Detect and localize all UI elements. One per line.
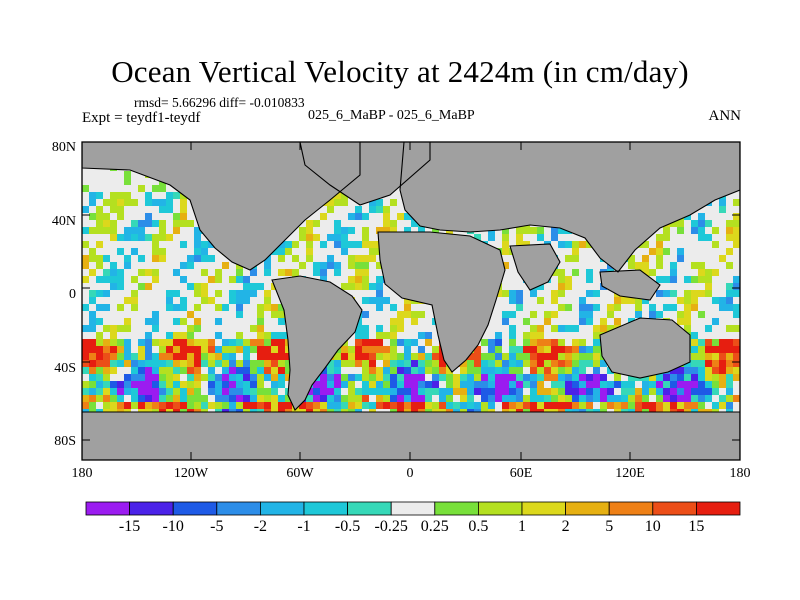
lon-label-180e: 180 [729, 466, 751, 481]
lat-label-40n: 40N [51, 214, 76, 229]
colorbar-swatch [259, 501, 305, 516]
lat-label-40s: 40S [54, 361, 76, 376]
plot-title: Ocean Vertical Velocity at 2424m (in cm/… [111, 54, 689, 89]
colorbar-swatch [521, 501, 566, 516]
colorbar-label: -15 [118, 518, 141, 535]
lat-label-80n: 80N [51, 140, 76, 155]
map-field [82, 142, 740, 460]
colorbar-swatch [216, 501, 261, 516]
land-mass [400, 142, 740, 272]
experiment-label: Expt = teydf1-teydf [82, 110, 201, 126]
lon-label-0: 0 [406, 466, 414, 481]
case-label: 025_6_MaBP - 025_6_MaBP [308, 108, 475, 123]
colorbar-label: 0.5 [468, 518, 489, 535]
land-mass [272, 276, 362, 410]
colorbar-label: -0.25 [374, 518, 408, 535]
lon-label-60e: 60E [509, 466, 533, 481]
lon-label-180w: 180 [71, 466, 93, 481]
colorbar-label: 5 [605, 518, 614, 535]
season-label: ANN [708, 108, 742, 124]
colorbar-label: -2 [253, 518, 268, 535]
colorbar-swatch [696, 501, 741, 516]
rmsd-diff-stats: rmsd= 5.66296 diff= -0.010833 [134, 95, 305, 110]
colorbar-swatch [652, 501, 697, 516]
lat-label-80s: 80S [54, 434, 76, 449]
colorbar-label: -1 [297, 518, 311, 535]
colorbar-swatch [347, 501, 392, 516]
land-mass [300, 142, 430, 205]
colorbar-swatch [303, 501, 348, 516]
land-mass [378, 232, 505, 372]
colorbar-label: -5 [210, 518, 224, 535]
colorbar-label: 15 [688, 518, 705, 535]
colorbar-swatch [477, 501, 523, 516]
land-mass [82, 412, 740, 460]
lon-label-60w: 60W [286, 466, 314, 481]
colorbar-swatch [129, 501, 174, 516]
colorbar-swatch [434, 501, 479, 516]
colorbar-label: 2 [561, 518, 570, 535]
land-mass [600, 270, 660, 300]
colorbar-swatch [565, 501, 610, 516]
lon-label-120w: 120W [173, 466, 209, 481]
map-frame [81, 141, 741, 461]
colorbar-label: 0.25 [420, 518, 449, 535]
colorbar-label: -0.5 [334, 518, 361, 535]
lon-label-120e: 120E [615, 466, 645, 481]
colorbar-label: 1 [518, 518, 526, 535]
colorbar-swatch [608, 501, 654, 516]
colorbar-swatch [390, 501, 436, 516]
lat-label-equator: 0 [69, 287, 76, 302]
land-mass [82, 142, 360, 270]
land-mass [600, 318, 690, 378]
colorbar-swatch [172, 501, 218, 516]
colorbar-label: -10 [162, 518, 184, 535]
colorbar-label: 10 [644, 518, 661, 535]
colorbar-swatch [85, 501, 130, 516]
